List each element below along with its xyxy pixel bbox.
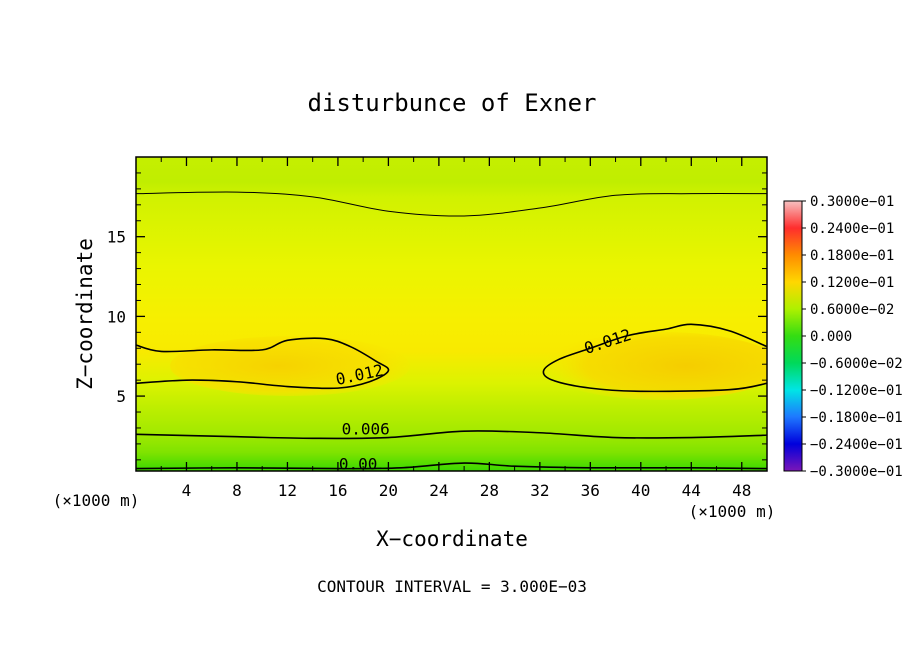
x-unit-label-right: (×1000 m) (689, 502, 776, 521)
x-tick-label: 48 (732, 481, 751, 500)
y-tick-label: 15 (107, 228, 126, 247)
x-tick-label: 8 (232, 481, 242, 500)
colorbar-label: 0.1200e−01 (810, 275, 894, 291)
y-tick-label: 5 (116, 387, 126, 406)
plot-area (136, 157, 767, 471)
colorbar-label: −0.3000e−01 (810, 464, 903, 480)
colorbar-label: 0.6000e−02 (810, 302, 894, 318)
colorbar-label: −0.1200e−01 (810, 383, 903, 399)
contour-label: 0.006 (342, 419, 390, 438)
contour-interval-note: CONTOUR INTERVAL = 3.000E−03 (317, 577, 587, 596)
y-axis-label: Z−coordinate (73, 238, 97, 390)
x-tick-label: 44 (682, 481, 701, 500)
contour-line-1 (136, 430, 767, 440)
x-tick-label: 12 (278, 481, 297, 500)
contour-line-4 (136, 191, 767, 217)
colorbar-scale (783, 200, 803, 472)
x-axis-label: X−coordinate (376, 527, 528, 551)
chart-title: disturbunce of Exner (308, 89, 597, 117)
maximum-region-right (542, 332, 767, 400)
x-tick-label: 16 (328, 481, 347, 500)
y-tick-label: 10 (107, 307, 126, 326)
colorbar: 0.3000e−01 0.2400e−01 0.1800e−01 0.1200e−01… (783, 194, 903, 480)
x-tick-label: 40 (631, 481, 650, 500)
x-tick-label: 32 (530, 481, 549, 500)
contour-line-3 (542, 323, 767, 393)
x-tick-label: 20 (379, 481, 398, 500)
contour-line-0 (136, 462, 767, 470)
x-tick-label: 24 (429, 481, 448, 500)
contour-line-2 (136, 337, 390, 390)
colorbar-label: 0.000 (810, 329, 852, 345)
colorbar-label: −0.1800e−01 (810, 410, 903, 426)
x-unit-label-left: (×1000 m) (53, 491, 140, 510)
x-tick-label: 4 (182, 481, 192, 500)
plot-frame (135, 156, 768, 472)
colorbar-label: 0.3000e−01 (810, 194, 894, 210)
x-tick-label: 28 (480, 481, 499, 500)
colorbar-label: −0.6000e−02 (810, 356, 903, 372)
colorbar-label: 0.1800e−01 (810, 248, 894, 264)
colorbar-label: −0.2400e−01 (810, 437, 903, 453)
contour-label: 0.00 (339, 454, 378, 473)
colorbar-label: 0.2400e−01 (810, 221, 894, 237)
field-background (136, 157, 767, 471)
x-tick-label: 36 (581, 481, 600, 500)
